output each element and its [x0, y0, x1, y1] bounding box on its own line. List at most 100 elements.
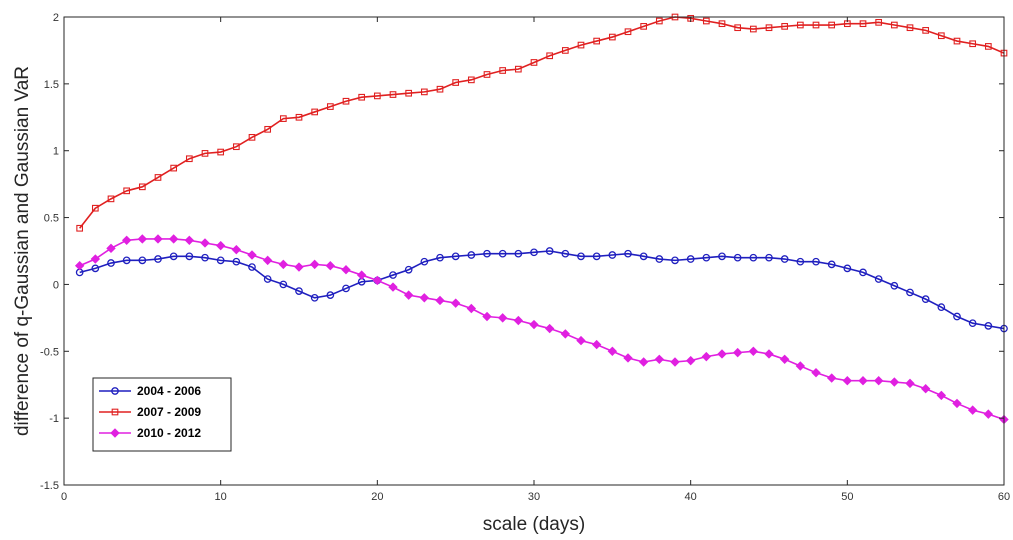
data-point — [530, 59, 538, 66]
data-point — [748, 346, 759, 356]
x-tick-label: 10 — [215, 491, 227, 503]
data-point — [827, 260, 836, 269]
data-point — [420, 257, 429, 266]
data-point — [91, 264, 100, 273]
data-point — [906, 24, 914, 32]
data-point — [812, 21, 820, 29]
data-point — [624, 249, 632, 258]
data-point — [389, 91, 397, 98]
data-point — [295, 113, 303, 121]
data-point — [217, 148, 225, 156]
data-point — [702, 17, 710, 25]
data-point — [342, 284, 350, 293]
data-point — [76, 224, 84, 232]
data-point — [356, 270, 367, 280]
data-point — [796, 257, 805, 266]
data-point — [123, 187, 131, 195]
data-point — [732, 347, 743, 358]
data-point — [309, 259, 320, 270]
data-point — [953, 37, 961, 45]
data-point — [920, 384, 931, 394]
y-tick-label: -1.5 — [40, 480, 59, 492]
data-point — [546, 52, 554, 60]
series-layer — [74, 13, 1009, 425]
data-point — [826, 373, 837, 383]
data-point — [921, 295, 930, 303]
y-axis-label: difference of q-Gaussian and Gaussian Va… — [12, 66, 33, 436]
data-point — [560, 329, 571, 339]
axes-layer: 0 10 20 30 40 50 60 -1.5 -1 -0.5 0 0.5 1 1.5 2 — [40, 12, 1010, 503]
data-point — [404, 265, 413, 274]
data-point — [107, 195, 115, 203]
data-point — [169, 252, 178, 261]
data-point — [420, 88, 428, 96]
data-point — [373, 92, 381, 100]
data-point — [561, 249, 570, 258]
data-point — [968, 319, 977, 328]
data-point — [372, 275, 383, 286]
data-point — [311, 108, 319, 116]
legend-entry: 2010 - 2012 — [137, 426, 201, 440]
data-point — [358, 93, 366, 101]
data-point — [983, 409, 994, 419]
x-axis-label: scale (days) — [483, 514, 585, 535]
data-point — [576, 335, 586, 346]
data-point — [325, 261, 336, 271]
data-point — [623, 353, 633, 363]
data-point — [655, 255, 664, 263]
data-point — [686, 255, 695, 263]
data-point — [185, 252, 194, 261]
data-point — [154, 255, 162, 263]
data-point — [749, 253, 758, 262]
data-point — [607, 346, 618, 356]
y-tick-label: 0 — [53, 279, 59, 291]
data-point — [91, 204, 99, 212]
data-point — [843, 264, 852, 273]
data-point — [671, 256, 679, 265]
data-point — [389, 271, 397, 279]
data-point — [765, 24, 773, 32]
data-point — [248, 263, 256, 271]
y-tick-label: 0.5 — [44, 213, 59, 225]
data-point — [859, 268, 867, 277]
data-point — [749, 25, 757, 33]
data-point — [608, 33, 616, 41]
data-point — [295, 287, 303, 295]
x-tick-label: 60 — [998, 491, 1010, 503]
data-point — [593, 37, 601, 45]
legend-marker — [110, 428, 120, 438]
y-tick-label: -0.5 — [40, 346, 59, 358]
legend: 2004 - 2006 2007 - 2009 2010 - 2012 — [92, 377, 232, 452]
data-point — [388, 282, 398, 292]
data-point — [451, 252, 460, 261]
data-point — [467, 251, 476, 259]
legend-marker — [111, 387, 119, 395]
data-point — [685, 355, 696, 366]
data-point — [812, 257, 820, 266]
data-point — [232, 257, 241, 266]
data-point — [262, 255, 273, 266]
data-point — [341, 265, 351, 275]
data-point — [858, 375, 868, 386]
data-point — [497, 313, 508, 323]
data-point — [937, 32, 945, 40]
data-point — [967, 405, 978, 415]
data-point — [264, 125, 272, 133]
data-point — [138, 183, 146, 191]
data-point — [215, 240, 226, 251]
x-tick-label: 20 — [371, 491, 383, 503]
data-point — [764, 349, 774, 359]
data-point — [905, 378, 915, 389]
data-point — [499, 67, 507, 74]
data-point — [513, 315, 524, 326]
data-point — [216, 256, 225, 265]
data-point — [435, 295, 445, 306]
data-point — [702, 253, 711, 262]
data-point — [906, 288, 914, 297]
data-point — [74, 261, 85, 271]
data-point — [232, 143, 240, 151]
data-point — [294, 262, 304, 272]
y-tick-label: -1 — [49, 413, 59, 425]
data-point — [765, 253, 773, 262]
data-point — [310, 293, 319, 302]
